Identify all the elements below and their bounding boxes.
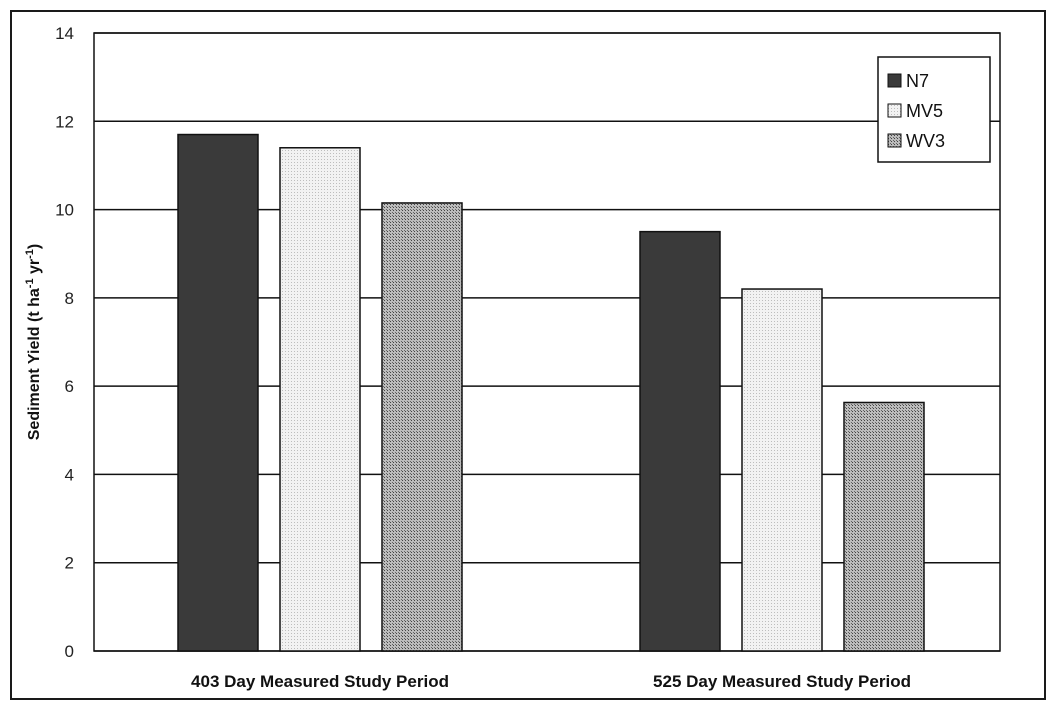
y-tick-label: 12	[55, 112, 74, 131]
legend: N7 MV5 WV3	[877, 56, 991, 163]
category-label: 403 Day Measured Study Period	[191, 672, 449, 691]
legend-label-n7: N7	[906, 71, 929, 91]
y-tick-labels: 0 2 4 6 8 10 12 14	[55, 24, 74, 661]
bars	[177, 133, 925, 652]
y-axis-label: Sediment Yield (t ha-1 yr-1)	[24, 244, 43, 441]
bar-n7-1	[639, 230, 721, 652]
y-tick-label: 2	[65, 554, 74, 573]
legend-swatch-n7	[887, 73, 902, 88]
bar-wv3-0	[381, 202, 463, 652]
bar-chart: 0 2 4 6 8 10 12 14 403 Day Measured Study Perio…	[24, 24, 1001, 691]
legend-label-wv3: WV3	[906, 131, 945, 151]
y-tick-label: 4	[65, 465, 74, 484]
legend-swatch-wv3	[887, 133, 902, 148]
y-tick-label: 14	[55, 24, 74, 43]
y-tick-label: 0	[65, 642, 74, 661]
category-labels: 403 Day Measured Study Period 525 Day Mea…	[191, 672, 911, 691]
category-label: 525 Day Measured Study Period	[653, 672, 911, 691]
legend-swatch-mv5	[887, 103, 902, 118]
y-tick-label: 6	[65, 377, 74, 396]
y-tick-label: 10	[55, 201, 74, 220]
bar-wv3-1	[843, 401, 925, 652]
legend-label-mv5: MV5	[906, 101, 943, 121]
bar-mv5-0	[279, 147, 361, 652]
bar-mv5-1	[741, 288, 823, 652]
chart-frame: 0 2 4 6 8 10 12 14 403 Day Measured Study Perio…	[10, 10, 1046, 700]
y-tick-label: 8	[65, 289, 74, 308]
bar-n7-0	[177, 133, 259, 652]
